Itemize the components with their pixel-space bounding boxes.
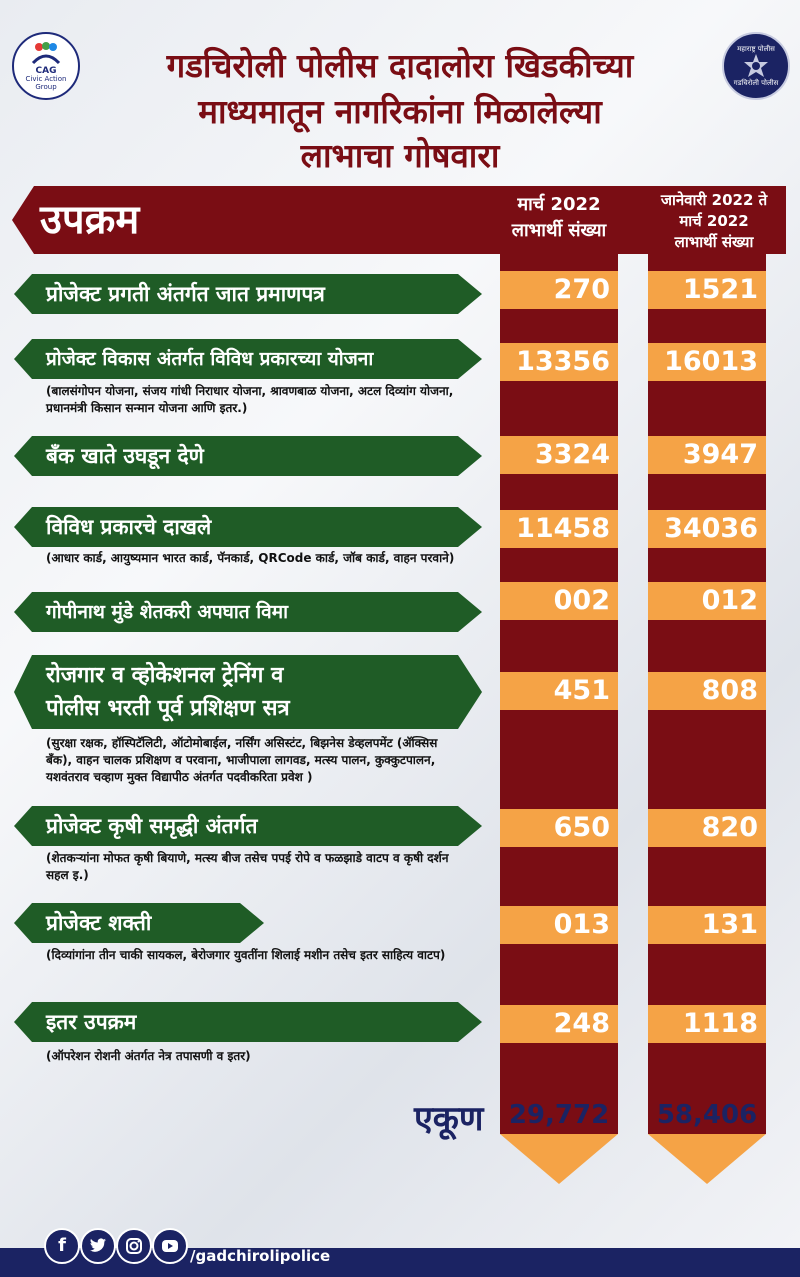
row-janmar-value: 820 [648, 809, 766, 847]
row-march-value: 451 [500, 672, 618, 710]
row-march-value: 270 [500, 271, 618, 309]
row-label: रोजगार व व्होकेशनल ट्रेनिंग व पोलीस भरती… [14, 655, 482, 729]
row-march-value: 13356 [500, 343, 618, 381]
col1-header-line2: लाभार्थी संख्या [511, 220, 607, 241]
col2-header: जानेवारी 2022 ते मार्च 2022 लाभार्थी संख… [640, 190, 788, 253]
header-label: उपक्रम [40, 197, 140, 243]
title-line-2: माध्यमातून नागरिकांना मिळालेल्या [198, 92, 602, 131]
row-label: प्रोजेक्ट प्रगती अंतर्गत जात प्रमाणपत्र [14, 274, 482, 314]
row-march-value: 3324 [500, 436, 618, 474]
cag-logo-subtitle: Civic Action Group [25, 75, 67, 91]
police-logo-line2: गडचिरोली पोलीस [733, 79, 779, 87]
col1-header-line1: मार्च 2022 [517, 194, 601, 215]
row-label: बँक खाते उघडून देणे [14, 436, 482, 476]
row-janmar-value: 808 [648, 672, 766, 710]
row-janmar-value: 3947 [648, 436, 766, 474]
police-logo: महाराष्ट्र पोलीस गडचिरोली पोलीस [722, 32, 790, 100]
total-march: 29,772 [508, 1100, 610, 1130]
total-janmar: 58,406 [656, 1100, 758, 1130]
col1-tip [500, 1134, 618, 1184]
police-logo-line1: महाराष्ट्र पोलीस [737, 45, 775, 53]
youtube-icon[interactable] [152, 1228, 188, 1264]
row-description: (सुरक्षा रक्षक, हॉस्पिटॅलिटी, ऑटोमोबाईल,… [46, 736, 438, 784]
row-label: प्रोजेक्ट विकास अंतर्गत विविध प्रकारच्या… [14, 339, 482, 379]
row-description: (ऑपरेशन रोशनी अंतर्गत नेत्र तपासणी व इतर… [46, 1049, 251, 1063]
col2-header-line3: लाभार्थी संख्या [674, 233, 754, 251]
header-band [12, 186, 786, 254]
police-star-icon [744, 54, 768, 77]
row-march-value: 013 [500, 906, 618, 944]
row-label: प्रोजेक्ट शक्ती [14, 903, 264, 943]
row-description: (दिव्यांगांना तीन चाकी सायकल, बेरोजगार य… [46, 948, 446, 962]
row-march-value: 650 [500, 809, 618, 847]
instagram-icon[interactable] [116, 1228, 152, 1264]
row-description: (बालसंगोपन योजना, संजय गांधी निराधार योज… [46, 384, 454, 415]
row-janmar-value: 34036 [648, 510, 766, 548]
facebook-icon[interactable]: f [44, 1228, 80, 1264]
row-label-line2: पोलीस भरती पूर्व प्रशिक्षण सत्र [46, 696, 290, 721]
row-label: विविध प्रकारचे दाखले [14, 507, 482, 547]
col2-header-line1: जानेवारी 2022 ते [660, 191, 768, 209]
row-label: प्रोजेक्ट कृषी समृद्धी अंतर्गत [14, 806, 482, 846]
row-janmar-value: 012 [648, 582, 766, 620]
cag-logo: CAG Civic Action Group [12, 32, 80, 100]
col1-header: मार्च 2022 लाभार्थी संख्या [485, 192, 633, 244]
row-march-value: 248 [500, 1005, 618, 1043]
row-description: (शेतकऱ्यांना मोफत कृषी बियाणे, मत्स्य बी… [46, 851, 449, 882]
row-janmar-value: 1118 [648, 1005, 766, 1043]
row-description: (आधार कार्ड, आयुष्यमान भारत कार्ड, पॅनका… [46, 551, 455, 565]
row-label-line1: रोजगार व व्होकेशनल ट्रेनिंग व [46, 663, 284, 688]
cag-logo-name: CAG [35, 66, 57, 76]
people-icon [31, 42, 61, 65]
social-handle[interactable]: /gadchirolipolice [190, 1247, 331, 1265]
row-label: इतर उपक्रम [14, 1002, 482, 1042]
title-line-1: गडचिरोली पोलीस दादालोरा खिडकीच्या [166, 46, 634, 85]
row-march-value: 11458 [500, 510, 618, 548]
col2-header-line2: मार्च 2022 [679, 212, 749, 230]
title-line-3: लाभाचा गोषवारा [300, 136, 500, 175]
col2-tip [648, 1134, 766, 1184]
row-janmar-value: 131 [648, 906, 766, 944]
row-march-value: 002 [500, 582, 618, 620]
twitter-icon[interactable] [80, 1228, 116, 1264]
row-janmar-value: 16013 [648, 343, 766, 381]
total-label: एकूण [414, 1099, 484, 1139]
row-label: गोपीनाथ मुंडे शेतकरी अपघात विमा [14, 592, 482, 632]
row-janmar-value: 1521 [648, 271, 766, 309]
